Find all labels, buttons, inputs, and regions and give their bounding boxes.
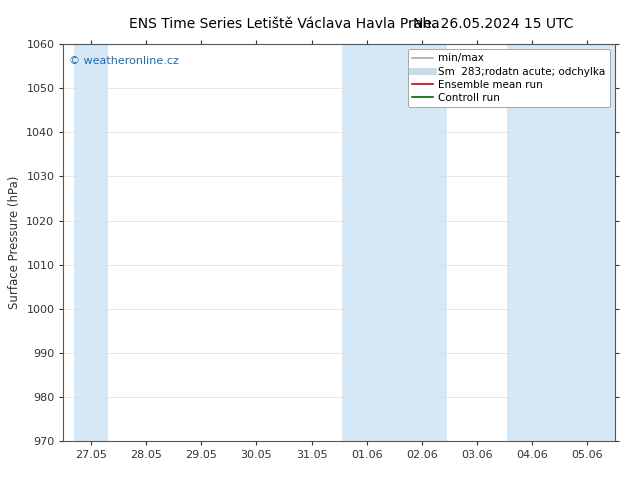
Bar: [74, 44, 108, 441]
Text: Ne. 26.05.2024 15 UTC: Ne. 26.05.2024 15 UTC: [413, 17, 574, 31]
Bar: [507, 44, 615, 441]
Text: ENS Time Series Letiště Václava Havla Praha: ENS Time Series Letiště Václava Havla Pr…: [129, 17, 439, 31]
Bar: [342, 44, 447, 441]
Legend: min/max, Sm  283;rodatn acute; odchylka, Ensemble mean run, Controll run: min/max, Sm 283;rodatn acute; odchylka, …: [408, 49, 610, 107]
Text: © weatheronline.cz: © weatheronline.cz: [69, 56, 179, 66]
Y-axis label: Surface Pressure (hPa): Surface Pressure (hPa): [8, 176, 21, 309]
